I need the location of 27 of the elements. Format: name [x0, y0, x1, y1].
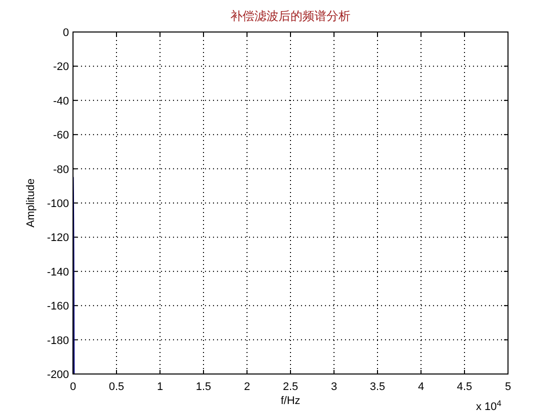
x-tick-label: 2 [244, 381, 250, 393]
y-axis-title: Amplitude [25, 178, 37, 228]
y-tick-label: -140 [46, 266, 69, 278]
x-tick-label: 3 [330, 381, 338, 393]
y-tick-label: -180 [46, 334, 69, 347]
x-tick-label: 5 [504, 381, 512, 393]
y-tick-label: -60 [53, 130, 69, 142]
x-tick-label: 0.5 [108, 381, 124, 393]
x-tick-label: 1 [156, 381, 164, 393]
y-tick-label: -200 [46, 369, 69, 381]
y-tick-label: -20 [53, 61, 69, 74]
x-axis-title: f/Hz [280, 395, 300, 407]
x-tick-label: 3.5 [370, 381, 386, 393]
x-tick-label: 2.5 [282, 381, 298, 393]
x-tick-label: 0 [70, 381, 76, 393]
text: x 10$^{4}$ [476, 398, 502, 413]
y-tick-label: -100 [46, 198, 69, 210]
line-series [72, 176, 75, 375]
y-tick-label: -80 [53, 164, 69, 176]
y-tick-label: -160 [46, 300, 69, 313]
y-tick-label: 0 [62, 27, 69, 39]
x-tick-label: 4.5 [456, 381, 472, 393]
y-tick-label: -120 [46, 232, 69, 244]
x-tick-label: 4 [418, 381, 424, 393]
y-tick-label: -40 [53, 95, 69, 108]
chart-title: 补偿滤波后的频谱分析 [230, 9, 350, 23]
x-tick-label: 1.5 [196, 381, 212, 393]
